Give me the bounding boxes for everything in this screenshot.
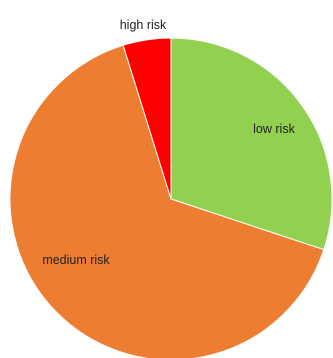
pie-slice-high-risk [122, 37, 172, 200]
pie-slices [9, 37, 333, 358]
slice-label-medium-risk: medium risk [42, 253, 110, 267]
pie-slice-medium-risk [9, 44, 325, 358]
slice-label-low-risk: low risk [253, 122, 295, 136]
pie-slice-low-risk [170, 37, 333, 251]
slice-labels: low risk medium risk high risk [42, 18, 295, 267]
slice-label-high-risk: high risk [120, 18, 167, 32]
